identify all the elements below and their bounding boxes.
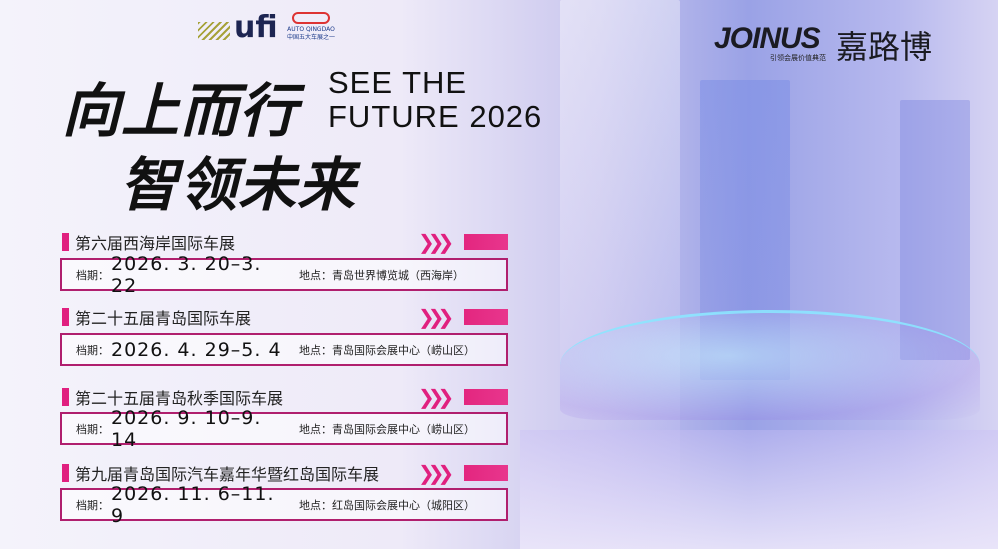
jialubo-logo: 嘉路博	[836, 28, 933, 66]
headline-english: SEE THE FUTURE 2026	[328, 66, 542, 134]
date-label: 档期：	[76, 498, 109, 512]
chevrons-icon: ❯❯❯	[418, 305, 454, 329]
event-title: 第二十五届青岛秋季国际车展	[62, 387, 283, 408]
auto-qingdao-text: AUTO QINGDAO	[287, 26, 335, 33]
event-date: 2026. 9. 10–9. 14	[111, 406, 262, 451]
bg-panel	[900, 100, 970, 360]
event-info-box: 档期： 2026. 3. 20–3. 22 地点：青岛世界博览城（西海岸）	[60, 253, 508, 297]
event-info-box: 档期： 2026. 11. 6–11. 9 地点：红岛国际会展中心（城阳区）	[60, 483, 508, 527]
headline-en-line2: FUTURE 2026	[328, 99, 543, 134]
ufi-logo-mark	[198, 22, 230, 40]
event-date: 2026. 11. 6–11. 9	[111, 482, 275, 527]
event-title: 第二十五届青岛国际车展	[62, 307, 251, 328]
accent-bar	[464, 389, 508, 405]
floor-glow	[520, 430, 998, 549]
auto-qingdao-logo: AUTO QINGDAO 中国五大车展之一	[286, 12, 336, 44]
event-location: 地点：青岛国际会展中心（崂山区）	[299, 422, 475, 436]
accent-bar	[464, 234, 508, 250]
chevrons-icon: ❯❯❯	[418, 385, 454, 409]
event-date: 2026. 3. 20–3. 22	[111, 252, 262, 297]
auto-qingdao-sub: 中国五大车展之一	[286, 34, 335, 41]
event-title: 第九届青岛国际汽车嘉年华暨红岛国际车展	[62, 463, 379, 484]
joinus-logo: JOINUS	[714, 22, 821, 55]
event-location: 地点：红岛国际会展中心（城阳区）	[299, 498, 475, 512]
event-title: 第六届西海岸国际车展	[62, 232, 235, 253]
headline-en-line1: SEE THE	[328, 65, 468, 100]
ufi-logo: ufi	[234, 10, 278, 45]
date-label: 档期：	[76, 343, 109, 357]
chevrons-icon: ❯❯❯	[418, 461, 454, 485]
chevrons-icon: ❯❯❯	[418, 230, 454, 254]
accent-bar	[464, 309, 508, 325]
headline-line1: 向上而行	[62, 77, 299, 145]
headline-line2: 智领未来	[120, 151, 357, 219]
event-info-box: 档期： 2026. 9. 10–9. 14 地点：青岛国际会展中心（崂山区）	[60, 407, 508, 451]
joinus-slogan: 引领会展价值典范	[770, 54, 826, 62]
event-location: 地点：青岛国际会展中心（崂山区）	[299, 343, 475, 357]
car-light-image	[560, 310, 980, 420]
date-label: 档期：	[76, 422, 109, 436]
date-label: 档期：	[76, 268, 109, 282]
event-location: 地点：青岛世界博览城（西海岸）	[299, 268, 464, 282]
event-date: 2026. 4. 29–5. 4	[111, 338, 282, 361]
accent-bar	[464, 465, 508, 481]
event-info-box: 档期： 2026. 4. 29–5. 4 地点：青岛国际会展中心（崂山区）	[60, 333, 508, 366]
